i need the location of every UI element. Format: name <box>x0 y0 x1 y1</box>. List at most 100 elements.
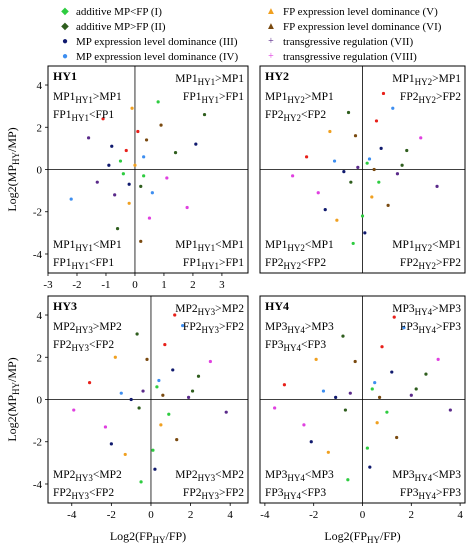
data-point <box>375 421 379 425</box>
panel-title: HY2 <box>265 69 289 83</box>
data-point <box>353 134 358 138</box>
data-point <box>402 326 406 330</box>
data-point <box>163 342 167 347</box>
data-point <box>133 163 137 167</box>
data-point <box>115 227 120 231</box>
x-axis-title: Log2(FPHY/FP) <box>324 529 400 545</box>
y-tick-label: 0 <box>37 395 43 407</box>
quad-label-tl-1: MP1HY2>MP1 <box>265 91 334 105</box>
quad-label-br-1: MP1HY2<MP1 <box>392 239 461 253</box>
y-tick-label: 4 <box>37 80 43 92</box>
y-tick-label: -4 <box>33 479 43 491</box>
x-tick-label: -2 <box>72 279 81 291</box>
data-point <box>342 170 346 174</box>
data-point <box>367 157 372 161</box>
data-point <box>435 184 439 188</box>
y-tick-label: -2 <box>33 207 42 219</box>
quad-label-br-1: MP1HY1<MP1 <box>175 239 244 253</box>
data-point <box>107 163 111 167</box>
data-point <box>175 438 179 442</box>
data-point <box>353 359 357 364</box>
data-point <box>181 323 185 328</box>
legend-marker-fp-dominance-v: ▲ <box>266 6 276 17</box>
data-point <box>119 391 123 395</box>
quad-label-tl-2: FP3HY4<FP3 <box>265 339 326 353</box>
legend-label-additive-ii: additive MP>FP (II) <box>76 21 166 33</box>
quad-label-tr-1: MP2HY3>MP2 <box>175 303 244 317</box>
data-point <box>360 214 365 218</box>
data-point <box>409 393 413 397</box>
data-point <box>323 208 327 212</box>
data-point <box>137 406 141 410</box>
data-point <box>395 435 399 440</box>
quad-label-br-1: MP2HY3<MP2 <box>175 469 244 483</box>
quad-label-tr-2: FP3HY4>FP3 <box>400 321 461 335</box>
data-point <box>159 423 163 427</box>
quad-label-br-1: MP3HY4<MP3 <box>392 469 461 483</box>
data-point <box>346 110 351 115</box>
quad-label-bl-1: MP1HY2<MP1 <box>265 239 334 253</box>
quad-label-tl-2: FP1HY1<FP1 <box>53 109 114 123</box>
legend-marker-additive-ii: ◆ <box>61 21 69 32</box>
data-point <box>356 165 360 169</box>
data-point <box>291 174 295 178</box>
legend-marker-mp-dominance-iv: ● <box>61 51 69 62</box>
x-tick-label: 2 <box>188 509 194 521</box>
quad-label-bl-1: MP3HY4<MP3 <box>265 469 334 483</box>
legend-label-fp-dominance-vi: FP expression level dominance (VI) <box>283 21 442 33</box>
data-point <box>144 138 149 142</box>
x-tick-label: -2 <box>309 509 318 521</box>
data-point <box>377 395 382 399</box>
data-point <box>147 216 152 220</box>
data-point <box>390 370 394 374</box>
data-point <box>365 161 369 165</box>
x-tick-label: 3 <box>219 279 225 291</box>
data-point <box>349 180 353 184</box>
data-point <box>395 172 400 176</box>
legend-label-fp-dominance-v: FP expression level dominance (V) <box>283 6 438 18</box>
points-hy3 <box>72 313 228 484</box>
data-point <box>110 144 114 148</box>
data-point <box>377 180 381 184</box>
quad-label-br-2: FP2HY3>FP2 <box>183 487 244 501</box>
y-axis-title: Log2(MPHY/MP) <box>5 127 21 211</box>
y-tick-label: 2 <box>37 352 43 364</box>
data-point <box>370 387 374 391</box>
x-tick-label: -4 <box>67 509 77 521</box>
data-point <box>113 193 117 197</box>
data-point <box>139 480 143 484</box>
x-tick-label: 2 <box>409 509 415 521</box>
data-point <box>391 106 395 110</box>
data-point <box>103 425 108 429</box>
legend-marker-mp-dominance-iii: ● <box>61 36 69 47</box>
x-tick-label: 2 <box>190 279 196 291</box>
data-point <box>368 465 372 469</box>
x-tick-label: 0 <box>132 279 138 291</box>
data-point <box>165 176 169 180</box>
data-point <box>346 478 350 482</box>
quad-label-tr-2: FP2HY3>FP2 <box>183 321 244 335</box>
y-tick-label: -4 <box>33 249 43 261</box>
data-point <box>309 440 313 444</box>
data-point <box>142 155 146 159</box>
data-point <box>95 180 99 184</box>
x-axis-title: Log2(FPHY/FP) <box>110 529 186 545</box>
data-point <box>141 389 145 393</box>
x-tick-label: -3 <box>43 279 53 291</box>
data-point <box>424 372 428 376</box>
quad-label-tl-2: FP2HY3<FP2 <box>53 339 114 353</box>
data-point <box>161 393 165 397</box>
data-point <box>414 387 418 391</box>
data-point <box>157 378 161 383</box>
data-point <box>109 442 113 446</box>
data-point <box>374 119 379 123</box>
data-point <box>72 408 76 412</box>
x-tick-label: 0 <box>360 509 366 521</box>
data-point <box>196 374 201 378</box>
quad-label-bl-1: MP1HY1<MP1 <box>53 239 122 253</box>
panel-hy3: HY3 -4 -2 0 2 4 -4 -2 0 2 4 Log2(MPHY/MP) Log2(FPHY/… <box>5 295 249 545</box>
quad-label-tr-2: FP2HY2>FP2 <box>400 91 461 105</box>
y-tick-label: 0 <box>37 165 43 177</box>
data-point <box>145 357 149 361</box>
panel-hy4: HY4 -4 -2 0 2 4 Log2(FPHY/FP) <box>259 295 466 545</box>
